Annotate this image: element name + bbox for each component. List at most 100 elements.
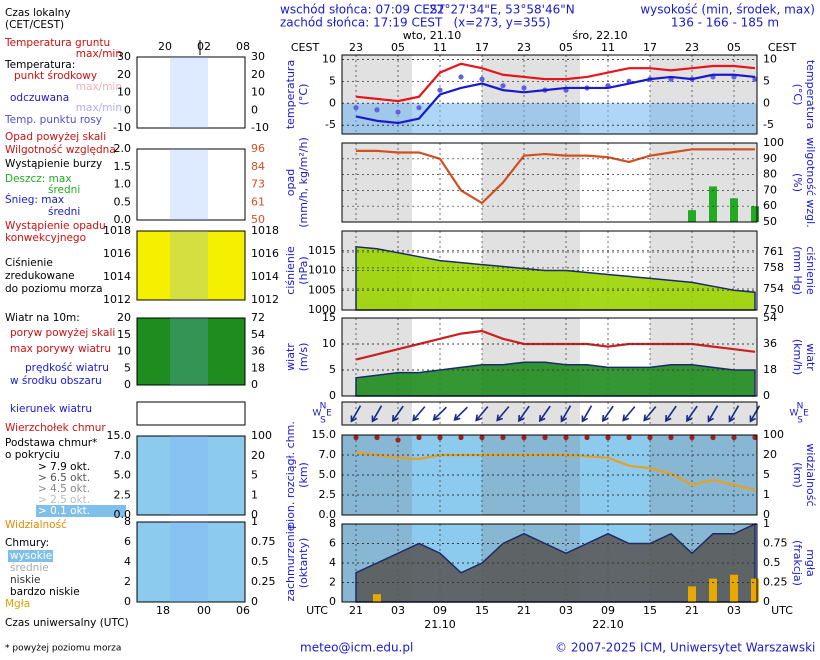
- y2-tick-label: 0.25: [763, 576, 788, 589]
- legend-axis-label: 36: [251, 345, 265, 358]
- legend-axis-label: 84: [251, 160, 265, 173]
- y2-axis-title: (°C): [791, 84, 804, 106]
- y2-axis-title: mgła: [804, 549, 817, 577]
- legend-axis-label: -10: [113, 121, 131, 134]
- utc-date: 21.10: [424, 618, 456, 631]
- compass-label: W: [313, 409, 322, 419]
- series-dot: [584, 434, 590, 441]
- local-tick-label: 05: [391, 41, 405, 54]
- panel-frame: [341, 230, 758, 311]
- footer-note: * powyżej poziomu morza: [5, 644, 121, 654]
- legend-axis-label: 1.5: [114, 160, 132, 173]
- compass-label: S: [797, 416, 803, 426]
- series-bar: [709, 578, 717, 602]
- legend-axis-label: 0.5: [114, 195, 132, 208]
- series-dot: [437, 87, 443, 93]
- legend-axis-label: 1014: [103, 270, 131, 283]
- legend-axis-label: 1016: [251, 247, 279, 260]
- legend-axis-label: 30: [117, 50, 131, 63]
- legend-axis-label: 5: [124, 361, 131, 374]
- legend-axis-label: 10: [117, 86, 131, 99]
- series-bar: [688, 210, 696, 222]
- legend-text: średnie: [10, 562, 49, 574]
- legend-axis-label: 0: [251, 508, 258, 521]
- legend-axis-label: 0: [124, 595, 131, 608]
- legend-text: Chmury:: [5, 537, 49, 549]
- wind-arrow: [749, 405, 761, 423]
- utc-tick-label: 21: [349, 604, 363, 617]
- night-band: [482, 402, 580, 425]
- legend-text: > 4.5 okt.: [38, 483, 90, 495]
- legend-axis-label: 1012: [251, 293, 279, 306]
- legend-axis-label: 1018: [103, 224, 131, 237]
- y2-tick-label: 100: [763, 136, 784, 149]
- y2-tick-label: 100: [763, 428, 784, 441]
- legend-text: Deszcz: max: [5, 173, 72, 185]
- legend-axis-label: 1016: [103, 247, 131, 260]
- y2-axis-title: wilgotność wzgl.: [804, 137, 817, 227]
- y2-axis-title: (frakcja): [791, 540, 804, 586]
- legend-text: max porywy wiatru: [10, 343, 111, 355]
- series-bar: [709, 186, 717, 222]
- night-band: [482, 435, 580, 515]
- y2-axis-title: (km/h): [791, 339, 804, 375]
- legend-axis-label: 1: [251, 515, 258, 528]
- series-dot: [752, 434, 758, 441]
- legend-axis-label: 54: [251, 328, 265, 341]
- legend-text: średni: [48, 206, 80, 218]
- wind-arrow: [685, 405, 698, 423]
- y2-axis-title: (mm Hg): [791, 246, 804, 295]
- legend-text: wysokie: [10, 550, 52, 562]
- legend-axis-label: 5.0: [114, 469, 132, 482]
- utc-tick-label: 09: [433, 604, 447, 617]
- series-bar: [751, 206, 759, 222]
- legend-panel: [136, 56, 246, 129]
- legend-swatch: [36, 505, 126, 517]
- legend-text: max/min: [76, 48, 122, 60]
- y2-tick-label: 80: [763, 168, 777, 181]
- height-title: wysokość (min, środek, max): [640, 3, 815, 17]
- legend-axis-label: 0.0: [114, 508, 132, 521]
- y-tick-label: 2: [329, 576, 336, 589]
- sunset: zachód słońca: 17:19 CEST: [280, 16, 443, 30]
- series-dot: [353, 105, 359, 111]
- legend-text: > 2.5 okt.: [38, 494, 90, 506]
- y-tick-label: 7.0: [319, 448, 337, 461]
- legend-axis-label: 61: [251, 195, 265, 208]
- wind-arrow: [453, 406, 468, 421]
- legend-text: Wierzchołek chmur: [5, 422, 106, 434]
- panel-bg: [342, 143, 757, 222]
- y-tick-label: 1000: [308, 303, 336, 316]
- footer-copyright: © 2007-2025 ICM, Uniwersytet Warszawski: [555, 641, 815, 655]
- coords: 22°27'34"E, 53°58'46"N: [429, 3, 574, 17]
- legend-axis-label: 96: [251, 142, 265, 155]
- utc-tick-label: 03: [559, 604, 573, 617]
- y-tick-label: 0: [329, 96, 336, 109]
- y2-tick-label: 1: [763, 488, 770, 501]
- compass-label: E: [803, 409, 809, 419]
- y-tick-label: 1010: [308, 264, 336, 277]
- legend-axis-label: 1: [251, 488, 258, 501]
- legend-day: [170, 522, 208, 602]
- wind-arrow: [581, 405, 593, 423]
- y2-tick-label: -5: [763, 118, 774, 131]
- y2-tick-label: 0: [763, 96, 770, 109]
- local-tick-label: 05: [727, 41, 741, 54]
- legend-axis-label: 0.0: [114, 213, 132, 226]
- legend-axis-label: 50: [251, 213, 265, 226]
- legend-text: zredukowane: [5, 270, 75, 282]
- footer-email[interactable]: meteo@icm.edu.pl: [300, 641, 413, 655]
- legend-panel: [136, 148, 246, 221]
- y2-tick-label: 1: [763, 517, 770, 530]
- y-axis-title: (hPa): [297, 256, 310, 284]
- legend-panel: [136, 435, 246, 516]
- legend-text: > 6.5 okt.: [38, 472, 90, 484]
- y-tick-label: 0: [329, 389, 336, 402]
- series-bar: [730, 574, 738, 602]
- y2-tick-label: 60: [763, 199, 777, 212]
- utc-date: 22.10: [592, 618, 624, 631]
- legend-text: Śnieg: max: [5, 193, 64, 206]
- local-tick-label: 23: [517, 41, 531, 54]
- utc-tick-label: 03: [391, 604, 405, 617]
